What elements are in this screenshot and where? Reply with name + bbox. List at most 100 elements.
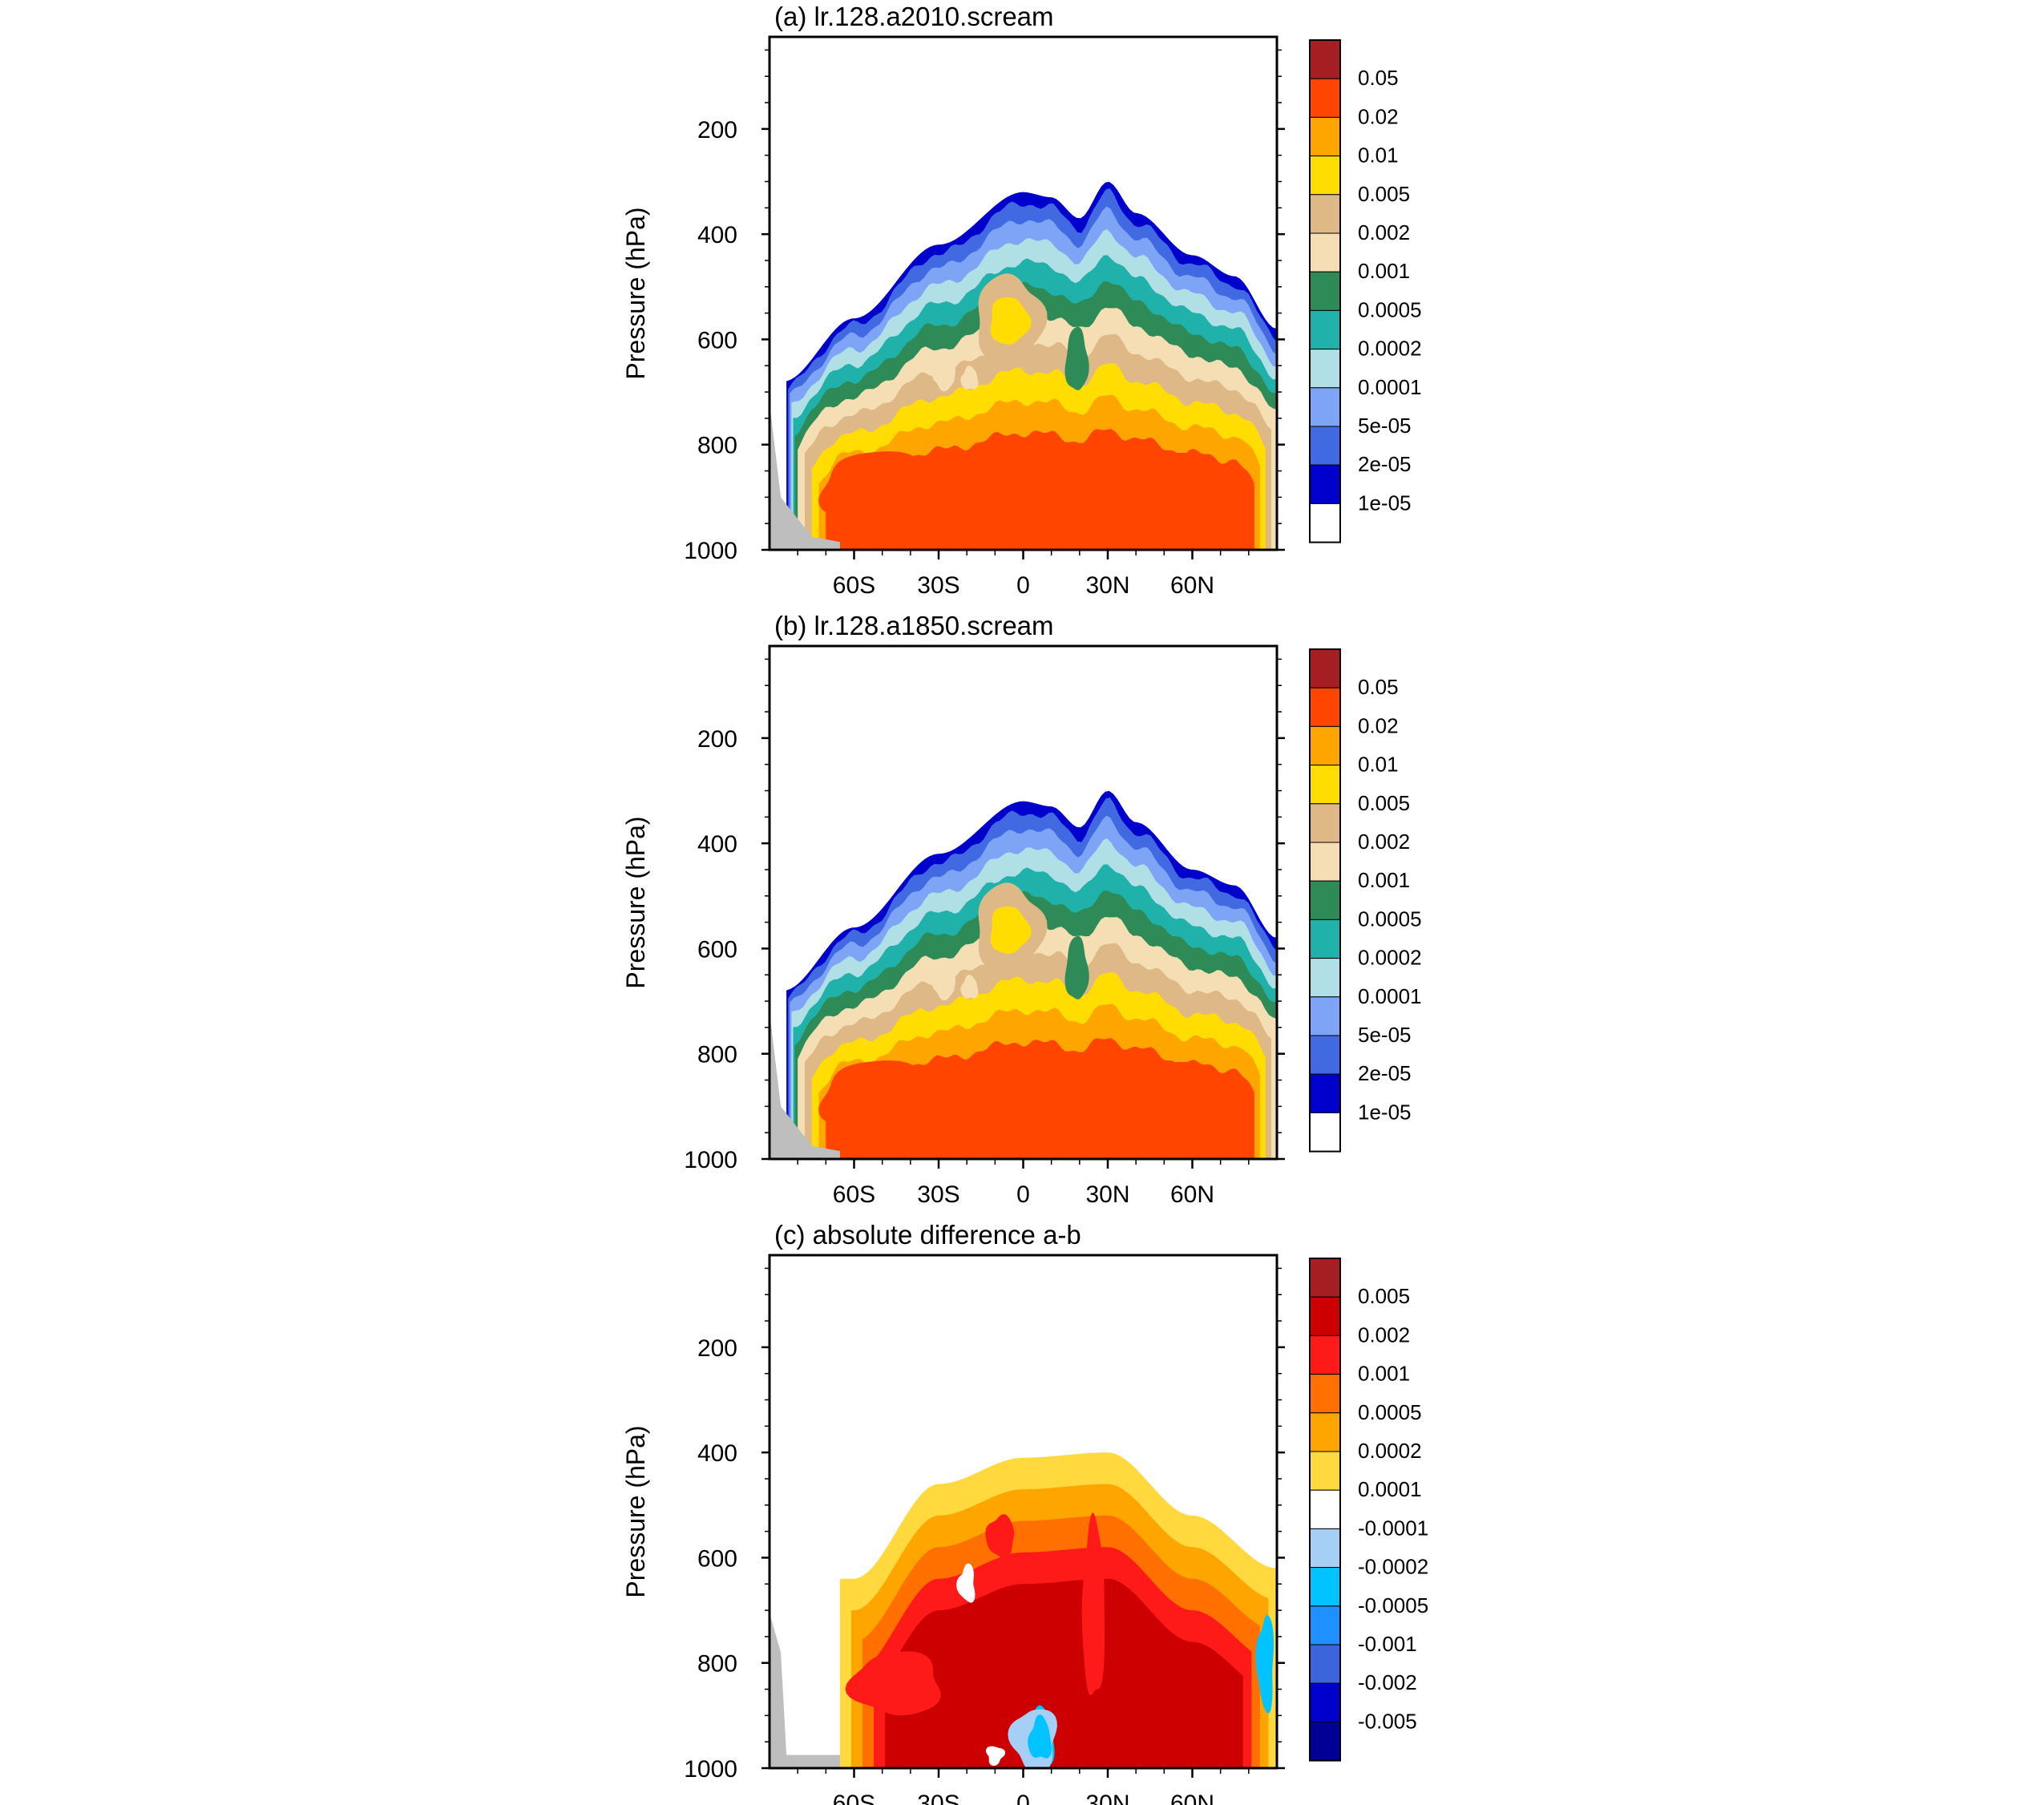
colorbar-frame — [1309, 648, 1341, 1153]
y-tick-label: 1000 — [684, 1756, 737, 1783]
x-tick-label: 30S — [917, 1181, 959, 1208]
y-tick-label: 1000 — [684, 1147, 737, 1173]
colorbar-label: 2e-05 — [1358, 452, 1412, 476]
colorbar-swatch — [1309, 1258, 1341, 1298]
y-axis-label: Pressure (hPa) — [621, 816, 650, 988]
colorbar-label: -0.001 — [1358, 1632, 1417, 1656]
colorbar-label: 0.02 — [1358, 713, 1399, 737]
panel-title: (c) absolute difference a-b — [774, 1220, 1081, 1250]
y-tick-label: 400 — [697, 222, 737, 248]
colorbar-label: 5e-05 — [1358, 414, 1412, 438]
colorbar-label: 0.02 — [1358, 104, 1399, 128]
colorbar-label: 0.0002 — [1358, 337, 1422, 361]
panel-b: 200 400 600 800 1000 60S 30S 0 30N 60N (b) lr.128.… — [621, 611, 1422, 1208]
colorbar-label: -0.0001 — [1358, 1516, 1428, 1540]
colorbar-swatch — [1309, 725, 1341, 766]
colorbar-label: 0.0001 — [1358, 375, 1422, 399]
core-south — [818, 1060, 950, 1135]
colorbar-swatch — [1309, 996, 1341, 1036]
colorbar-swatch — [1309, 1335, 1341, 1375]
missing-data-mask — [770, 1613, 840, 1768]
colorbar: 0.05 0.02 0.01 0.005 0.002 0.001 0.0005 0.0002 0… — [1309, 39, 1422, 543]
plot-area — [770, 1255, 1277, 1768]
y-axis-label: Pressure (hPa) — [621, 207, 650, 379]
low-spot-1 — [932, 364, 955, 392]
colorbar-label: 0.0005 — [1358, 1400, 1422, 1424]
core-south — [818, 451, 950, 526]
x-tick-label: 60N — [1170, 572, 1214, 599]
neg-spot-arctic — [1255, 1614, 1274, 1714]
y-tick-label: 800 — [697, 1651, 737, 1678]
neg-core-tropics — [1028, 1714, 1052, 1759]
panel-title: (a) lr.128.a2010.scream — [774, 2, 1054, 31]
x-tick-label: 60S — [833, 1791, 875, 1805]
colorbar-swatch — [1309, 155, 1341, 196]
colorbar-swatch — [1309, 116, 1341, 157]
colorbar-swatch — [1309, 842, 1341, 882]
colorbar-label: 0.01 — [1358, 753, 1399, 777]
colorbar-label: -0.0002 — [1358, 1555, 1428, 1579]
colorbar-label: 0.005 — [1358, 791, 1410, 815]
white-patch — [986, 1746, 1005, 1766]
colorbar-swatch — [1309, 958, 1341, 998]
y-tick-label: 200 — [697, 726, 737, 753]
y-tick-label: 200 — [697, 1335, 737, 1362]
colorbar-label: 0.005 — [1358, 182, 1410, 206]
colorbar-swatch — [1309, 1374, 1341, 1414]
x-tick-label: 60N — [1170, 1791, 1214, 1805]
x-tick-label: 30S — [917, 1791, 959, 1805]
colorbar-frame — [1309, 1258, 1341, 1762]
x-tick-label: 30N — [1085, 572, 1129, 599]
colorbar-swatch — [1309, 1644, 1341, 1684]
colorbar-label: 0.0005 — [1358, 297, 1422, 321]
colorbar-label: 2e-05 — [1358, 1061, 1412, 1085]
zero-patch — [956, 1563, 976, 1603]
y-tick-label: 600 — [697, 1545, 737, 1572]
upper-max — [990, 297, 1032, 345]
colorbar-swatch — [1309, 880, 1341, 920]
colorbar-swatch — [1309, 78, 1341, 118]
colorbar-label: 0.0002 — [1358, 946, 1422, 970]
panel-c: 200 400 600 800 1000 60S 30S 0 30N 60N (c) absolut… — [621, 1220, 1428, 1805]
y-axis-label: Pressure (hPa) — [621, 1425, 650, 1597]
low-spot-2 — [960, 365, 979, 390]
colorbar-label: -0.002 — [1358, 1670, 1417, 1694]
plot-area — [770, 37, 1277, 550]
x-tick-label: 60N — [1170, 1181, 1214, 1208]
colorbar-swatch — [1309, 765, 1341, 805]
core-tropics — [939, 462, 1021, 512]
colorbar-label: 1e-05 — [1358, 1100, 1412, 1124]
colorbar-swatch — [1309, 648, 1341, 688]
y-tick-label: 400 — [697, 1440, 737, 1467]
colorbar-label: 5e-05 — [1358, 1023, 1412, 1047]
colorbar-swatch — [1309, 232, 1341, 273]
colorbar-swatch — [1309, 1112, 1341, 1153]
colorbar-swatch — [1309, 39, 1341, 79]
diff-column — [1081, 1512, 1105, 1696]
colorbar-label: 0.001 — [1358, 1362, 1410, 1386]
panel-title: (b) lr.128.a1850.scream — [774, 611, 1054, 640]
missing-data-mask — [770, 402, 840, 550]
colorbar-frame — [1309, 39, 1341, 543]
colorbar-swatch — [1309, 919, 1341, 959]
diff-upper — [985, 1514, 1015, 1560]
colorbar-swatch — [1309, 1489, 1341, 1529]
colorbar-swatch — [1309, 1451, 1341, 1491]
colorbar-label: 0.0005 — [1358, 907, 1422, 931]
y-tick-label: 600 — [697, 936, 737, 963]
colorbar-swatch — [1309, 1567, 1341, 1607]
colorbar-swatch — [1309, 687, 1341, 727]
colorbar-swatch — [1309, 464, 1341, 504]
diff-max-south — [845, 1651, 941, 1716]
colorbar-swatch — [1309, 1035, 1341, 1075]
y-tick-label: 1000 — [684, 538, 737, 564]
colorbar-label: 0.002 — [1358, 830, 1410, 854]
x-tick-label: 0 — [1016, 1181, 1030, 1208]
colorbar-swatch — [1309, 803, 1341, 843]
y-tick-label: 200 — [697, 117, 737, 143]
colorbar-swatch — [1309, 309, 1341, 350]
x-tick-label: 30N — [1085, 1791, 1129, 1805]
colorbar-swatch — [1309, 426, 1341, 466]
x-tick-label: 60S — [833, 572, 875, 599]
colorbar-label: 0.05 — [1358, 675, 1399, 699]
